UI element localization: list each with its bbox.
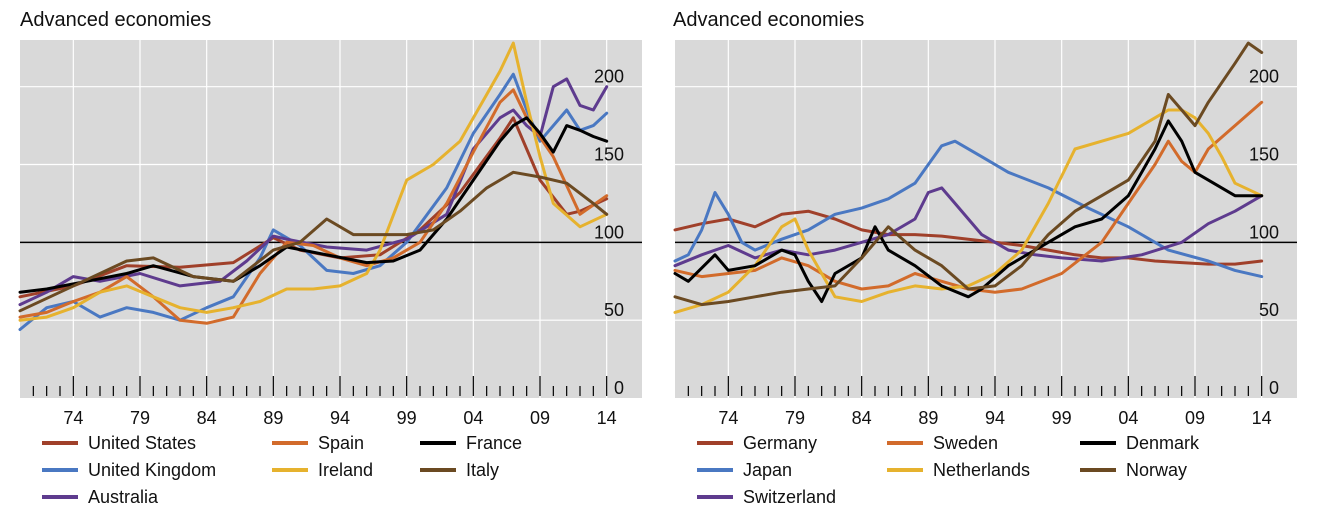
legend-label: Denmark: [1126, 433, 1200, 453]
y-tick-label: 100: [1249, 222, 1279, 242]
x-tick-label: 79: [130, 408, 150, 428]
series-line-japan: [673, 139, 1264, 279]
legend-label: Sweden: [933, 433, 998, 453]
legend-item-japan: Japan: [697, 460, 792, 480]
series-line-italy: [18, 170, 609, 313]
y-tick-label: 50: [604, 300, 624, 320]
legend-item-italy: Italy: [420, 460, 499, 480]
x-tick-label: 94: [330, 408, 350, 428]
x-tick-label: 94: [985, 408, 1005, 428]
legend-item-germany: Germany: [697, 433, 817, 453]
y-tick-label: 0: [1269, 378, 1279, 398]
x-tick-label: 99: [1052, 408, 1072, 428]
legend-item-netherlands: Netherlands: [887, 460, 1030, 480]
x-tick-label: 04: [1118, 408, 1138, 428]
x-tick-label: 14: [1252, 408, 1272, 428]
legend-label: France: [466, 433, 522, 453]
legend-label: United States: [88, 433, 196, 453]
legend-label: Spain: [318, 433, 364, 453]
plot-background: [675, 40, 1297, 398]
legend-label: Australia: [88, 487, 159, 507]
x-tick-label: 79: [785, 408, 805, 428]
legend-item-norway: Norway: [1080, 460, 1187, 480]
legend-label: Japan: [743, 460, 792, 480]
y-tick-label: 100: [594, 222, 624, 242]
y-tick-label: 150: [594, 145, 624, 165]
series-line-switzerland: [673, 186, 1264, 268]
series-line-norway: [673, 41, 1264, 307]
legend-item-denmark: Denmark: [1080, 433, 1200, 453]
series-line-france: [18, 116, 609, 294]
series-line-spain: [18, 88, 609, 325]
chart-panel-2: Advanced economies 0 50 100 150 200 74 79 84 89 94…: [673, 9, 1297, 507]
legend-label: Switzerland: [743, 487, 836, 507]
x-tick-label: 74: [718, 408, 738, 428]
legend-item-switzerland: Switzerland: [697, 487, 836, 507]
y-tick-label: 50: [1259, 300, 1279, 320]
legend-item-france: France: [420, 433, 522, 453]
legend-item-ireland: Ireland: [272, 460, 373, 480]
legend-label: Italy: [466, 460, 499, 480]
x-tick-label: 09: [1185, 408, 1205, 428]
x-tick-label: 89: [918, 408, 938, 428]
y-tick-label: 0: [614, 378, 624, 398]
x-tick-label: 04: [463, 408, 483, 428]
x-tick-label: 84: [852, 408, 872, 428]
legend-item-united-states: United States: [42, 433, 196, 453]
legend-label: United Kingdom: [88, 460, 216, 480]
series-line-australia: [18, 77, 609, 307]
legend-label: Norway: [1126, 460, 1187, 480]
chart-title: Advanced economies: [20, 9, 211, 31]
x-tick-label: 89: [263, 408, 283, 428]
x-tick-label: 74: [63, 408, 83, 428]
y-tick-label: 200: [594, 67, 624, 87]
y-tick-label: 200: [1249, 67, 1279, 87]
plot-background: [20, 40, 642, 398]
legend-label: Germany: [743, 433, 817, 453]
chart-panel-1: Advanced economies 0 50 100 150 200 74 79 84 89 94…: [18, 9, 642, 507]
x-tick-label: 09: [530, 408, 550, 428]
legend-item-sweden: Sweden: [887, 433, 998, 453]
x-tick-label: 84: [197, 408, 217, 428]
legend-item-spain: Spain: [272, 433, 364, 453]
legend-item-australia: Australia: [42, 487, 159, 507]
series-line-germany: [673, 209, 1264, 266]
series-line-netherlands: [673, 108, 1264, 314]
x-tick-label: 14: [597, 408, 617, 428]
legend-label: Ireland: [318, 460, 373, 480]
legend-label: Netherlands: [933, 460, 1030, 480]
series-line-denmark: [673, 119, 1264, 303]
x-tick-label: 99: [397, 408, 417, 428]
y-tick-label: 150: [1249, 145, 1279, 165]
series-line-ireland: [18, 41, 609, 322]
legend-item-united-kingdom: United Kingdom: [42, 460, 216, 480]
chart-title: Advanced economies: [673, 9, 864, 31]
